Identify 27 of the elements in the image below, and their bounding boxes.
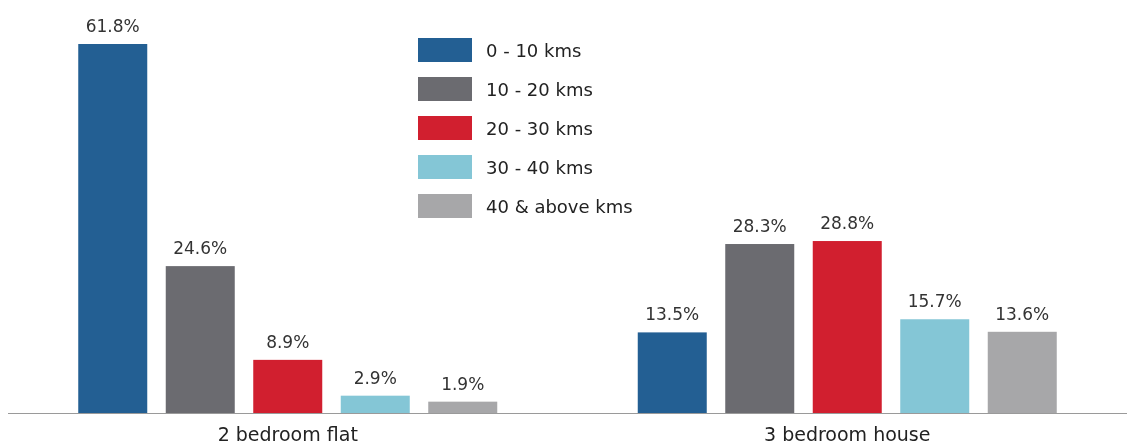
- data-label: 13.5%: [645, 304, 700, 325]
- bar: [725, 244, 795, 413]
- data-label: 28.3%: [732, 216, 787, 237]
- legend-label: 30 - 40 kms: [486, 157, 593, 178]
- legend-label: 20 - 30 kms: [486, 118, 593, 139]
- data-label: 24.6%: [173, 238, 228, 259]
- data-label: 8.9%: [266, 331, 310, 352]
- legend-label: 40 & above kms: [486, 196, 633, 217]
- data-label: 13.6%: [995, 303, 1050, 324]
- data-label: 1.9%: [441, 373, 485, 394]
- data-label: 15.7%: [907, 291, 962, 312]
- legend-label: 10 - 20 kms: [486, 79, 593, 100]
- legend-label: 0 - 10 kms: [486, 40, 582, 61]
- bar: [253, 359, 323, 413]
- x-tick-label: 2 bedroom flat: [217, 423, 358, 445]
- x-tick-label: 3 bedroom house: [764, 423, 931, 445]
- bar: [637, 332, 707, 413]
- bar: [812, 241, 882, 413]
- bar: [340, 395, 410, 413]
- data-label: 28.8%: [820, 213, 875, 234]
- bar: [900, 319, 970, 413]
- bar: [78, 44, 148, 413]
- bar: [165, 266, 235, 413]
- data-label: 2.9%: [353, 367, 397, 388]
- bar: [428, 401, 498, 413]
- data-label: 61.8%: [85, 16, 140, 36]
- bar: [987, 331, 1057, 413]
